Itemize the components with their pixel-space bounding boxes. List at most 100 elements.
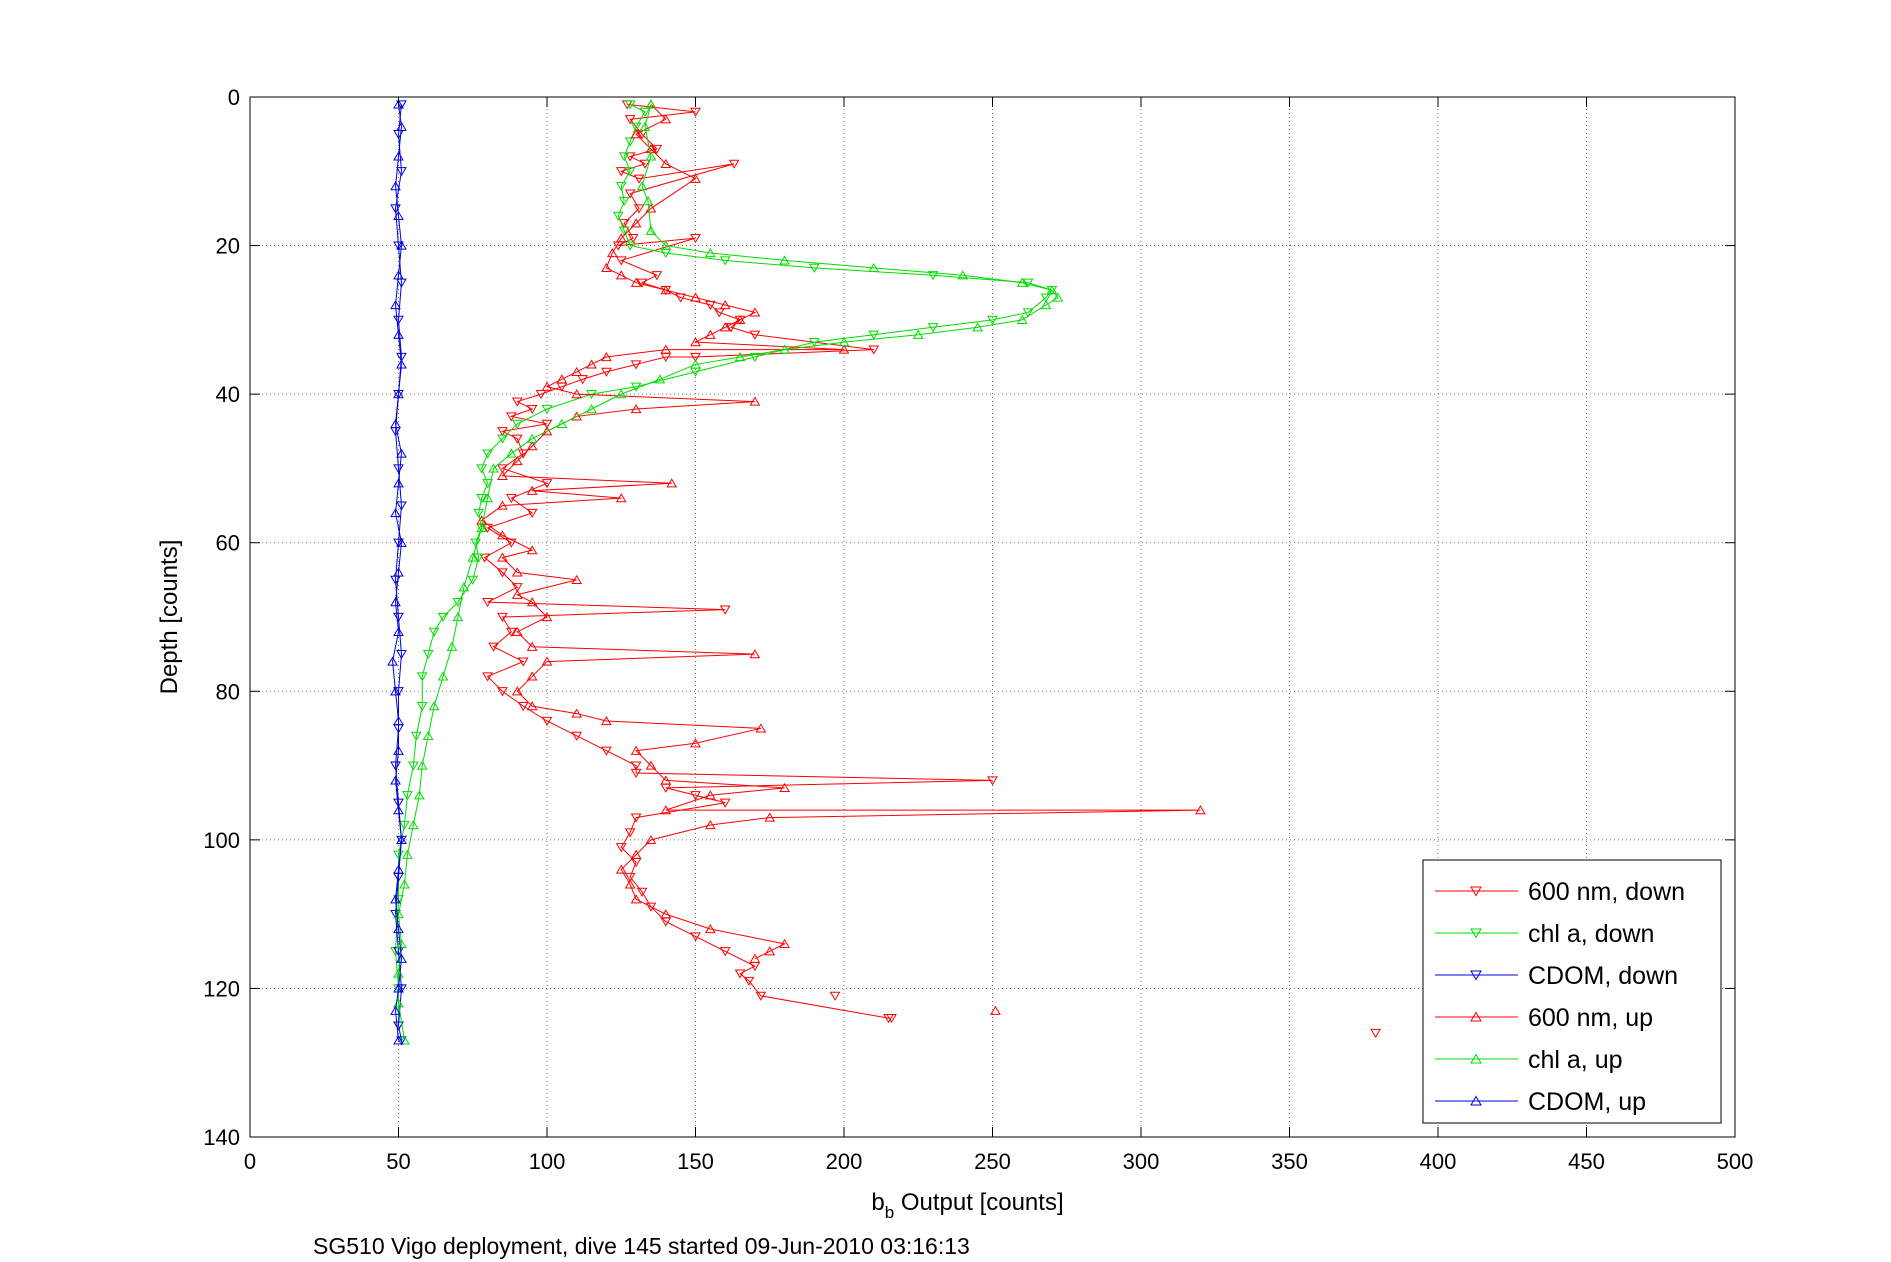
data-point [396, 359, 407, 369]
data-point [390, 507, 401, 518]
data-point [476, 494, 488, 504]
data-point [476, 464, 488, 474]
data-point [396, 650, 407, 660]
x-tick-label: 50 [386, 1149, 410, 1174]
data-point [630, 745, 642, 755]
data-point [526, 671, 538, 681]
data-point [601, 351, 612, 362]
data-point [393, 626, 404, 636]
data-point [606, 247, 618, 258]
data-point [541, 479, 553, 489]
data-point [390, 775, 401, 785]
series-4 [393, 99, 1064, 1045]
data-point [624, 189, 636, 199]
data-point [390, 418, 401, 428]
data-point [749, 330, 761, 340]
y-tick-label: 60 [216, 531, 240, 556]
series-line [397, 104, 1059, 1041]
data-point [719, 322, 731, 332]
data-point [497, 500, 508, 510]
data-point [511, 434, 523, 444]
y-axis-label: Depth [counts] [156, 540, 183, 695]
data-point [396, 501, 407, 511]
data-point [396, 448, 407, 458]
data-point [927, 323, 939, 333]
data-point [749, 953, 761, 963]
data-point [630, 382, 642, 392]
data-point [505, 538, 517, 548]
data-point [393, 464, 404, 474]
data-point [396, 938, 407, 948]
data-point [615, 864, 627, 874]
y-tick-label: 40 [216, 382, 240, 407]
data-point [393, 745, 404, 755]
data-point [556, 374, 568, 384]
data-point [497, 530, 508, 540]
data-point [452, 611, 464, 622]
data-point [615, 256, 627, 266]
data-point [618, 152, 630, 162]
data-point [660, 114, 672, 124]
data-point [618, 196, 630, 207]
data-point [728, 159, 740, 169]
y-tick-label: 20 [216, 234, 240, 259]
data-point [497, 427, 508, 437]
data-point [719, 947, 731, 957]
data-point [749, 352, 761, 363]
data-point [393, 567, 404, 577]
data-point [497, 470, 508, 480]
y-tick-label: 120 [203, 976, 240, 1001]
x-tick-label: 0 [244, 1149, 256, 1174]
data-point [838, 344, 850, 354]
data-point [624, 100, 636, 110]
data-point [505, 627, 517, 637]
data-point [393, 612, 404, 623]
data-point [645, 99, 657, 109]
legend-entry-label: chl a, up [1528, 1046, 1623, 1074]
data-point [912, 329, 924, 339]
data-point [586, 403, 597, 414]
data-point [927, 271, 939, 281]
y-tick-label: 80 [216, 679, 240, 704]
figure-caption: SG510 Vigo deployment, dive 145 started … [313, 1233, 970, 1259]
data-point [764, 946, 776, 956]
data-point [541, 426, 553, 436]
data-point [639, 121, 651, 131]
data-point [390, 761, 401, 771]
data-point [690, 738, 701, 748]
data-point [396, 834, 407, 844]
data-point [526, 404, 538, 415]
legend-swatch-marker [1470, 1095, 1482, 1106]
data-point [476, 522, 488, 532]
data-point [473, 553, 485, 563]
data-point [399, 1035, 410, 1045]
data-point [511, 419, 523, 429]
data-point [601, 262, 612, 272]
data-point [517, 657, 529, 667]
data-point [645, 834, 657, 844]
data-point [541, 404, 553, 415]
data-point [428, 701, 440, 711]
data-point [1046, 285, 1058, 295]
legend: 600 nm, down chl a, down CDOM, down 600 nm,… [1422, 859, 1722, 1124]
data-point [402, 791, 413, 801]
x-tick-label: 450 [1568, 1149, 1605, 1174]
data-point [571, 731, 583, 741]
series-3 [476, 99, 1206, 963]
data-point [615, 182, 627, 192]
data-point [690, 292, 701, 302]
data-point [571, 574, 583, 584]
data-point [972, 322, 984, 332]
data-point [396, 240, 407, 250]
data-point [511, 567, 523, 577]
data-point [482, 672, 493, 682]
data-point [1022, 308, 1034, 318]
data-point [660, 158, 672, 168]
data-point [624, 828, 636, 838]
data-point [808, 263, 820, 273]
data-point [393, 99, 404, 109]
data-point [482, 598, 493, 608]
data-point [690, 173, 701, 183]
legend-entry-label: CDOM, down [1528, 962, 1678, 990]
x-tick-label: 350 [1271, 1149, 1308, 1174]
